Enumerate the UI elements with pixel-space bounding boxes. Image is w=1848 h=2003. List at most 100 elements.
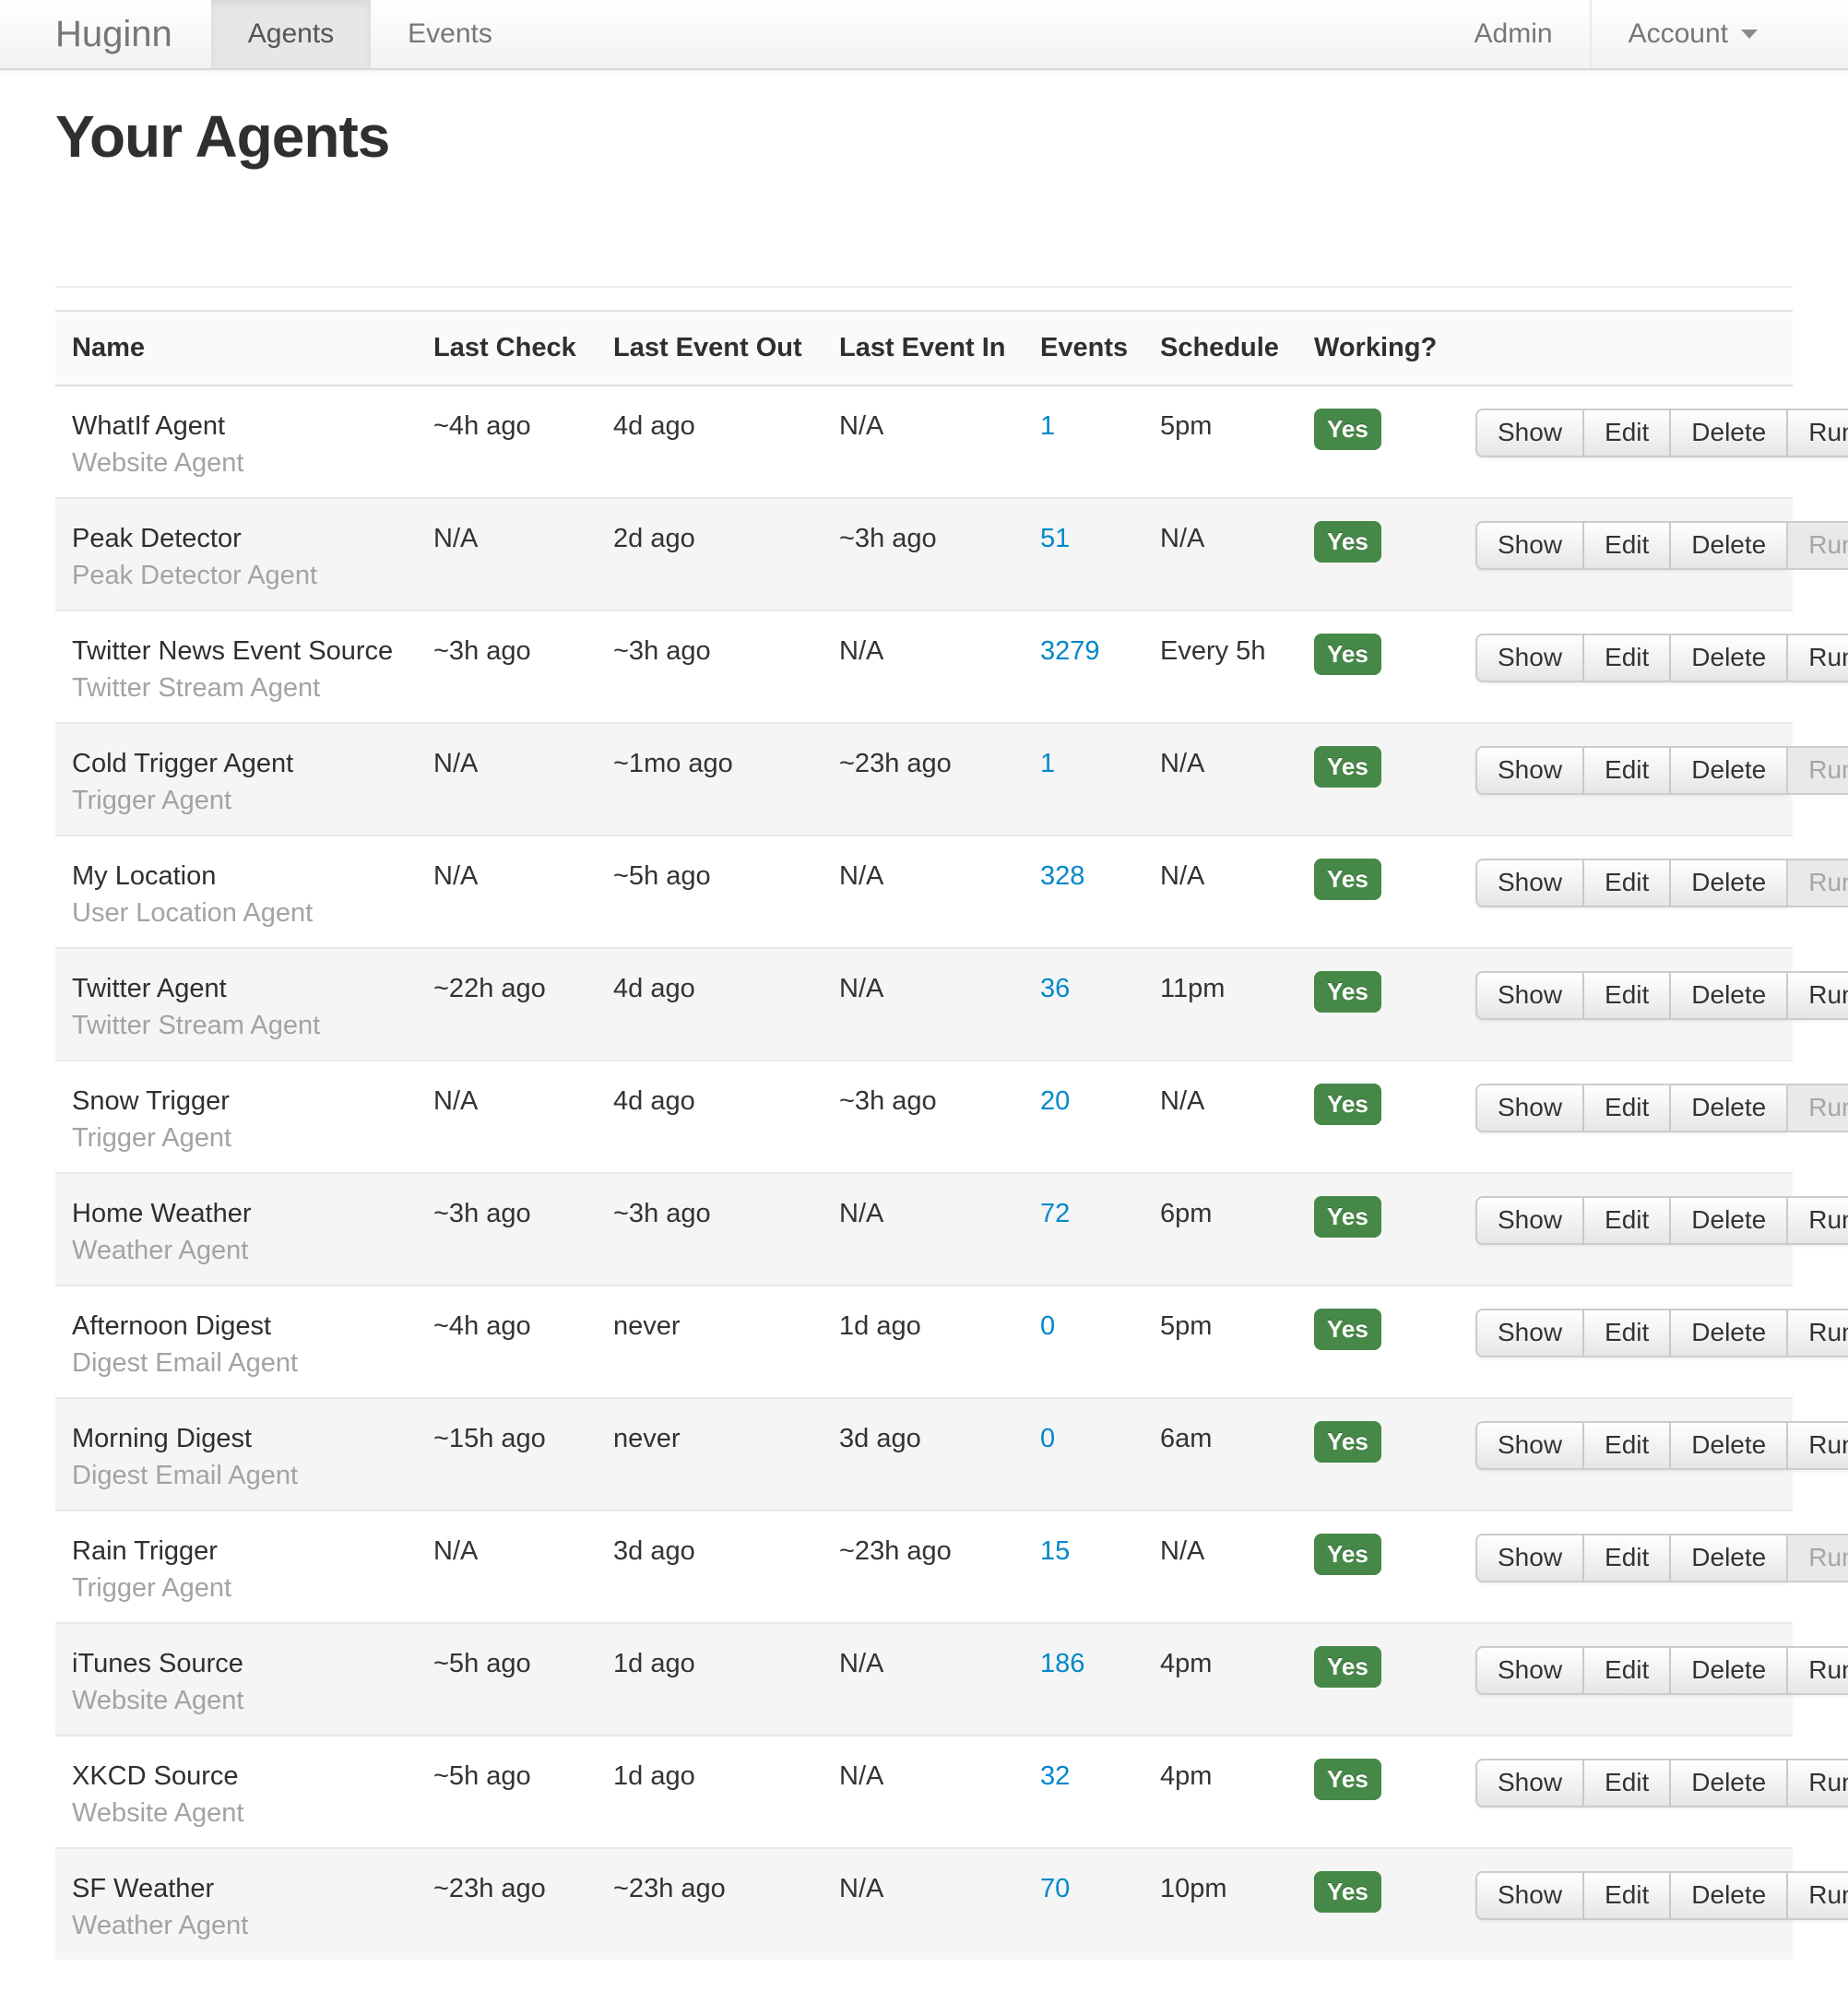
delete-button[interactable]: Delete (1671, 1309, 1789, 1357)
show-button[interactable]: Show (1475, 1421, 1585, 1470)
last-event-out-cell: never (613, 1311, 681, 1341)
table-row: SF Weather Weather Agent ~23h ago ~23h a… (55, 1848, 1848, 1960)
working-badge: Yes (1314, 971, 1381, 1013)
delete-button[interactable]: Delete (1671, 1871, 1789, 1920)
account-dropdown[interactable]: Account (1589, 0, 1795, 68)
show-button[interactable]: Show (1475, 859, 1585, 907)
run-button[interactable]: Run (1788, 971, 1848, 1020)
last-event-out-cell: ~3h ago (613, 1199, 711, 1228)
show-button[interactable]: Show (1475, 1871, 1585, 1920)
edit-button[interactable]: Edit (1584, 1196, 1672, 1245)
delete-button[interactable]: Delete (1671, 1534, 1789, 1582)
events-count-link[interactable]: 3279 (1040, 636, 1100, 666)
delete-button[interactable]: Delete (1671, 1421, 1789, 1470)
nav-tab-agents[interactable]: Agents (210, 0, 372, 68)
last-check-cell: ~15h ago (433, 1424, 546, 1453)
edit-button[interactable]: Edit (1584, 1871, 1672, 1920)
events-count-link[interactable]: 1 (1040, 411, 1056, 441)
edit-button[interactable]: Edit (1584, 859, 1672, 907)
events-count-link[interactable]: 51 (1040, 524, 1071, 553)
run-button[interactable]: Run (1788, 1871, 1848, 1920)
delete-button[interactable]: Delete (1671, 409, 1789, 457)
edit-button[interactable]: Edit (1584, 1646, 1672, 1695)
show-button[interactable]: Show (1475, 1759, 1585, 1807)
delete-button[interactable]: Delete (1671, 1759, 1789, 1807)
delete-button[interactable]: Delete (1671, 1196, 1789, 1245)
show-button[interactable]: Show (1475, 1309, 1585, 1357)
last-event-in-cell: 3d ago (839, 1424, 921, 1453)
show-button[interactable]: Show (1475, 1534, 1585, 1582)
show-button[interactable]: Show (1475, 521, 1585, 570)
agent-type: Website Agent (72, 1686, 244, 1715)
show-button[interactable]: Show (1475, 409, 1585, 457)
run-button[interactable]: Run (1788, 634, 1848, 682)
row-actions: Show Edit Delete Run (1475, 521, 1848, 570)
run-button[interactable]: Run (1788, 859, 1848, 907)
delete-button[interactable]: Delete (1671, 746, 1789, 795)
last-check-cell: ~5h ago (433, 1761, 531, 1791)
row-actions: Show Edit Delete Run (1475, 1084, 1848, 1132)
show-button[interactable]: Show (1475, 746, 1585, 795)
last-event-in-cell: ~3h ago (839, 1086, 937, 1116)
agent-name: Peak Detector (72, 524, 242, 553)
delete-button[interactable]: Delete (1671, 859, 1789, 907)
primary-nav: Agents Events (210, 0, 529, 68)
run-button[interactable]: Run (1788, 409, 1848, 457)
run-button[interactable]: Run (1788, 1646, 1848, 1695)
show-button[interactable]: Show (1475, 1196, 1585, 1245)
run-button[interactable]: Run (1788, 1759, 1848, 1807)
events-count-link[interactable]: 328 (1040, 861, 1085, 891)
events-count-link[interactable]: 72 (1040, 1199, 1071, 1228)
delete-button[interactable]: Delete (1671, 1084, 1789, 1132)
events-count-link[interactable]: 70 (1040, 1874, 1071, 1903)
edit-button[interactable]: Edit (1584, 521, 1672, 570)
run-button[interactable]: Run (1788, 521, 1848, 570)
agent-name: Rain Trigger (72, 1536, 218, 1566)
delete-button[interactable]: Delete (1671, 521, 1789, 570)
run-button[interactable]: Run (1788, 1534, 1848, 1582)
run-button[interactable]: Run (1788, 1421, 1848, 1470)
show-button[interactable]: Show (1475, 1084, 1585, 1132)
events-count-link[interactable]: 0 (1040, 1424, 1056, 1453)
edit-button[interactable]: Edit (1584, 1534, 1672, 1582)
delete-button[interactable]: Delete (1671, 634, 1789, 682)
events-count-link[interactable]: 36 (1040, 974, 1071, 1003)
events-count-link[interactable]: 15 (1040, 1536, 1071, 1566)
last-event-out-cell: 1d ago (613, 1761, 695, 1791)
edit-button[interactable]: Edit (1584, 1759, 1672, 1807)
events-count-link[interactable]: 186 (1040, 1649, 1085, 1678)
brand-link[interactable]: Huginn (55, 13, 172, 54)
nav-link-admin[interactable]: Admin (1474, 18, 1553, 49)
events-count-link[interactable]: 1 (1040, 749, 1056, 778)
table-row: Twitter Agent Twitter Stream Agent ~22h … (55, 948, 1848, 1061)
last-event-out-cell: 2d ago (613, 524, 695, 553)
run-button[interactable]: Run (1788, 1084, 1848, 1132)
show-button[interactable]: Show (1475, 971, 1585, 1020)
show-button[interactable]: Show (1475, 1646, 1585, 1695)
edit-button[interactable]: Edit (1584, 1421, 1672, 1470)
edit-button[interactable]: Edit (1584, 634, 1672, 682)
last-check-cell: ~22h ago (433, 974, 546, 1003)
edit-button[interactable]: Edit (1584, 409, 1672, 457)
agent-name: Morning Digest (72, 1424, 253, 1453)
delete-button[interactable]: Delete (1671, 1646, 1789, 1695)
events-count-link[interactable]: 0 (1040, 1311, 1056, 1341)
run-button[interactable]: Run (1788, 746, 1848, 795)
run-button[interactable]: Run (1788, 1196, 1848, 1245)
events-count-link[interactable]: 32 (1040, 1761, 1071, 1791)
edit-button[interactable]: Edit (1584, 746, 1672, 795)
last-check-cell: N/A (433, 1536, 479, 1566)
delete-button[interactable]: Delete (1671, 971, 1789, 1020)
agents-table-body: WhatIf Agent Website Agent ~4h ago 4d ag… (55, 385, 1848, 1960)
run-button[interactable]: Run (1788, 1309, 1848, 1357)
nav-tab-events[interactable]: Events (408, 18, 492, 49)
table-row: Afternoon Digest Digest Email Agent ~4h … (55, 1286, 1848, 1398)
working-badge: Yes (1314, 409, 1381, 450)
schedule-cell: N/A (1160, 1086, 1205, 1116)
schedule-cell: N/A (1160, 524, 1205, 553)
events-count-link[interactable]: 20 (1040, 1086, 1071, 1116)
edit-button[interactable]: Edit (1584, 1084, 1672, 1132)
show-button[interactable]: Show (1475, 634, 1585, 682)
edit-button[interactable]: Edit (1584, 971, 1672, 1020)
edit-button[interactable]: Edit (1584, 1309, 1672, 1357)
